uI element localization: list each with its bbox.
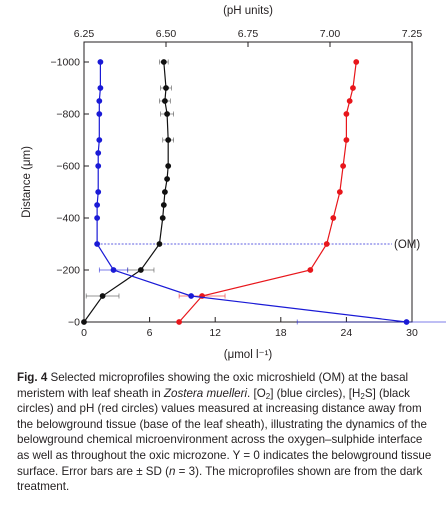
x2-tick-label: 7.00 — [320, 28, 341, 40]
data-point-h2s — [160, 202, 167, 208]
data-point-ph — [343, 111, 350, 117]
data-point-ph — [336, 189, 343, 195]
data-point-ph — [307, 267, 314, 273]
plot-frame — [83, 41, 413, 323]
y-axis-title: Distance (μm) — [21, 146, 33, 218]
om-label: (OM) — [394, 239, 420, 251]
data-point-o2 — [403, 319, 410, 325]
data-point-ph — [330, 215, 337, 221]
series-line-ph — [178, 61, 357, 323]
data-point-h2s — [99, 293, 106, 299]
x-tick-label: 18 — [275, 327, 287, 339]
data-point-h2s — [164, 111, 170, 117]
data-point-o2 — [94, 241, 101, 247]
data-point-o2 — [95, 150, 102, 156]
x2-tick-label: 6.50 — [156, 28, 177, 40]
series-h2s — [81, 59, 175, 325]
caption-text: Selected microprofiles showing the oxic … — [17, 371, 409, 400]
y-tick-label: −600 — [56, 161, 80, 173]
y-tick-label: −400 — [56, 213, 80, 225]
x2-tick-label: 6.75 — [238, 28, 259, 40]
figure-caption: Fig. 4 Selected microprofiles showing th… — [17, 370, 433, 495]
data-point-o2 — [96, 98, 103, 104]
data-point-h2s — [165, 137, 172, 143]
x-tick-label: 12 — [209, 327, 221, 339]
data-point-h2s — [162, 98, 168, 104]
series-o2 — [94, 59, 446, 325]
data-point-h2s — [137, 267, 144, 273]
data-point-o2 — [94, 215, 101, 221]
data-point-ph — [346, 98, 353, 104]
data-point-o2 — [94, 202, 101, 208]
data-point-o2 — [97, 85, 104, 91]
x-tick-label: 24 — [341, 327, 353, 339]
data-point-h2s — [160, 59, 167, 65]
caption-text: . [O — [247, 386, 266, 400]
x2-tick-label: 7.25 — [402, 28, 423, 40]
top-axis-title: (pH units) — [223, 5, 273, 17]
data-point-ph — [350, 85, 356, 91]
series-line-o2 — [96, 62, 407, 323]
species-name: Zostera muelleri — [163, 386, 248, 400]
subscript: 2 — [265, 391, 271, 401]
y-tick-label: −0 — [68, 317, 80, 329]
data-point-h2s — [163, 85, 169, 91]
data-point-o2 — [188, 293, 195, 299]
x-tick-label: 30 — [406, 327, 418, 339]
om-reference: (OM) — [97, 239, 420, 251]
data-point-h2s — [162, 189, 168, 195]
data-point-h2s — [164, 176, 170, 182]
x-tick-label: 0 — [81, 327, 87, 339]
x-tick-label: 6 — [147, 327, 153, 339]
data-point-ph — [340, 163, 347, 169]
chart: (pH units) (μmol l⁻¹) Distance (μm) 0 6 12… — [21, 5, 446, 361]
x2-tick-label: 6.25 — [74, 28, 95, 40]
data-point-h2s — [156, 241, 163, 247]
data-point-o2 — [95, 163, 102, 169]
data-point-ph — [176, 319, 183, 325]
y-tick-label: −200 — [56, 265, 80, 277]
caption-text: S] (black circles) and pH (red circles) … — [17, 386, 432, 478]
data-point-ph — [353, 59, 360, 65]
data-point-o2 — [95, 189, 102, 195]
data-point-h2s — [81, 319, 87, 325]
n-symbol: n — [168, 464, 176, 478]
series-ph — [176, 59, 360, 325]
data-point-o2 — [96, 137, 103, 143]
figure-label: Fig. 4 — [17, 371, 48, 384]
data-point-ph — [323, 241, 330, 247]
caption-text: = 3). The microprofiles shown are from t… — [17, 464, 423, 494]
data-point-ph — [343, 137, 350, 143]
data-point-o2 — [110, 267, 117, 273]
y-tick-label: −1000 — [51, 57, 81, 69]
bottom-axis-title: (μmol l⁻¹) — [224, 349, 273, 361]
y-tick-label: −800 — [56, 109, 80, 121]
data-series — [81, 59, 446, 325]
data-point-o2 — [97, 59, 104, 65]
data-point-h2s — [159, 215, 166, 221]
data-point-o2 — [96, 111, 103, 117]
caption-text: ] (blue circles), [H — [270, 386, 361, 400]
data-point-h2s — [165, 163, 172, 169]
plot-axes: 0 6 12 18 24 30 6.25 6.50 6.75 7.00 7.25 −1000 −800 −… — [51, 28, 423, 339]
subscript: 2 — [360, 391, 365, 401]
